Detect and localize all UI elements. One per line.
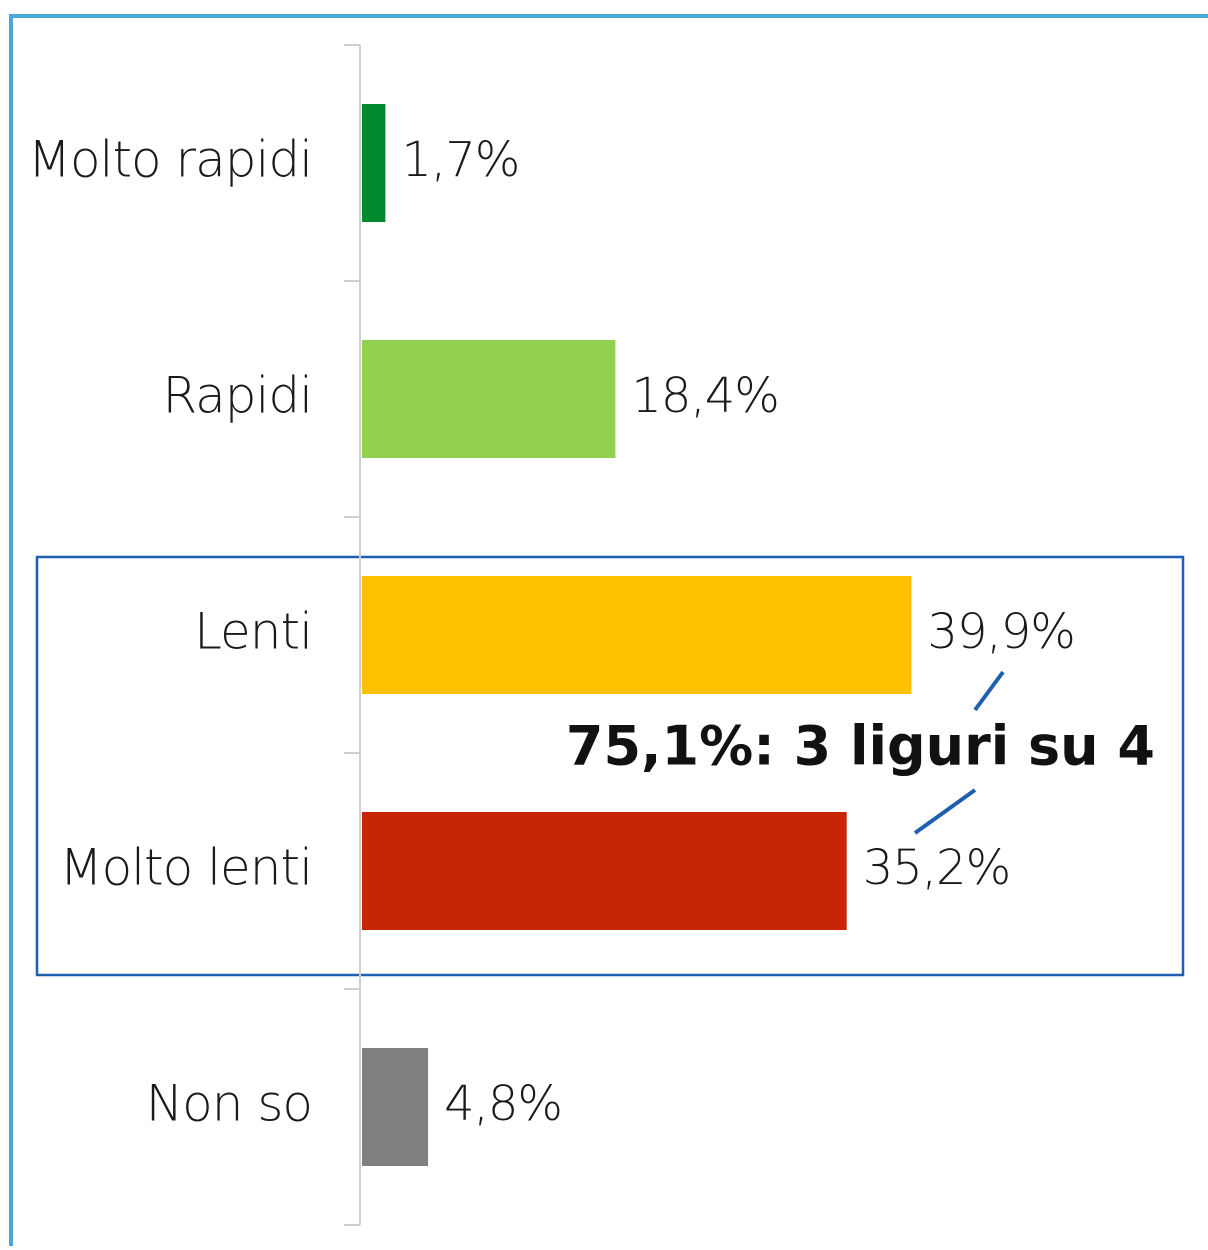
category-label: Non so	[146, 1075, 312, 1133]
bar	[362, 104, 386, 222]
value-label: 35,2%	[863, 840, 1010, 896]
bar	[362, 340, 616, 458]
frame	[9, 14, 1208, 1246]
category-label: Lenti	[194, 603, 312, 661]
highlight-box	[35, 555, 1185, 977]
bar	[362, 576, 912, 694]
value-label: 39,9%	[927, 604, 1074, 660]
category-label: Molto rapidi	[28, 131, 312, 189]
bar	[362, 812, 847, 930]
bar	[362, 1048, 429, 1166]
value-label: 1,7%	[401, 132, 519, 188]
category-label: Rapidi	[162, 367, 312, 425]
connector	[973, 670, 1005, 712]
connector	[913, 788, 977, 835]
annotation: 75,1%: 3 liguri su 4	[566, 715, 1155, 778]
value-label: 4,8%	[444, 1076, 562, 1132]
value-label: 18,4%	[631, 368, 778, 424]
category-label: Molto lenti	[59, 839, 312, 897]
